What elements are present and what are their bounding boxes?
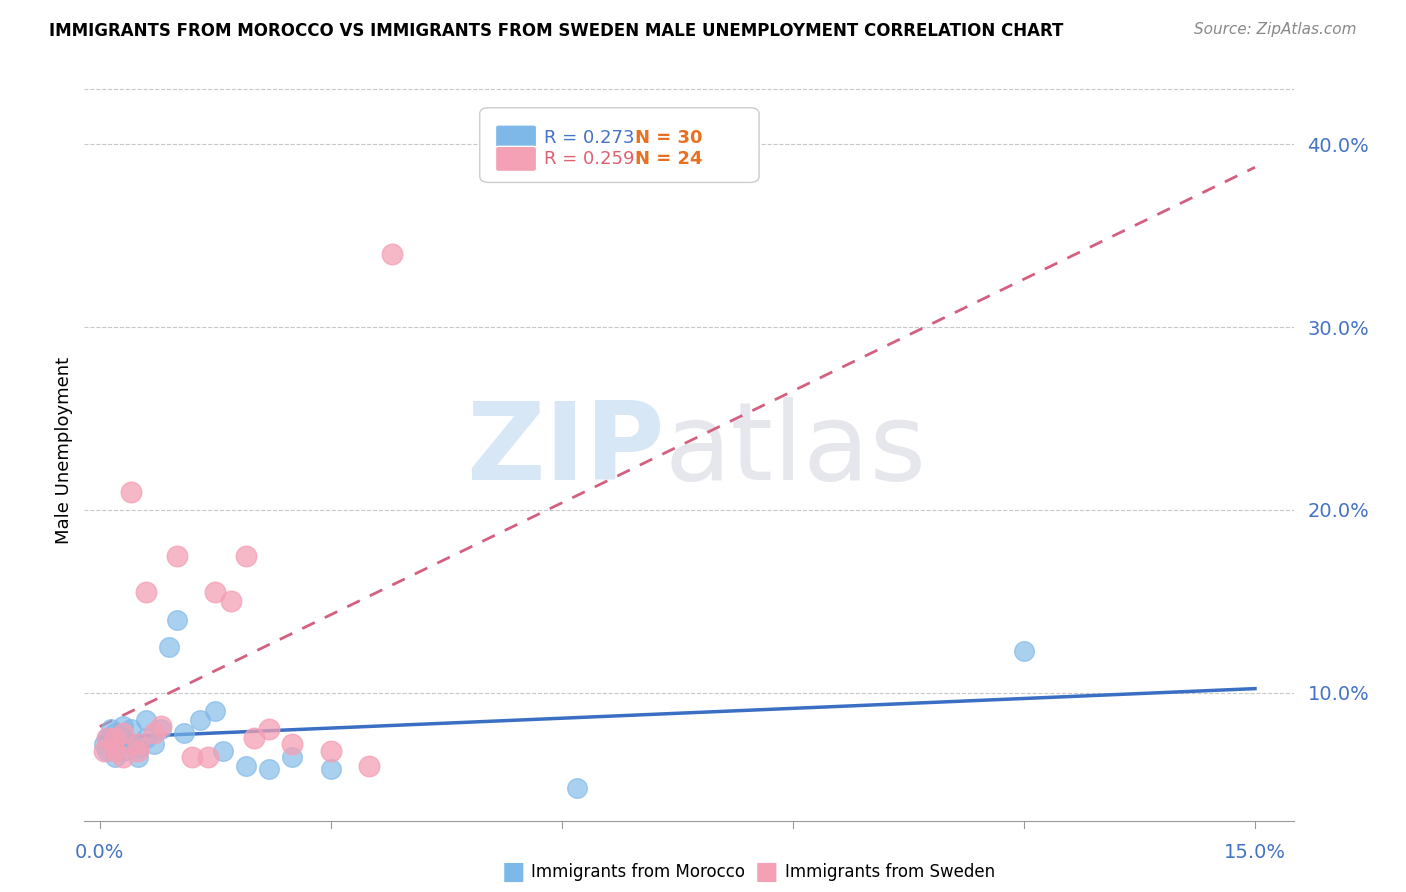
Text: N = 30: N = 30 — [634, 128, 702, 146]
Point — [127, 749, 149, 764]
Point — [173, 726, 195, 740]
Point — [243, 731, 266, 746]
Text: Immigrants from Morocco: Immigrants from Morocco — [531, 863, 745, 881]
Point — [381, 247, 404, 261]
Point — [142, 737, 165, 751]
Point — [212, 744, 235, 758]
Text: N = 24: N = 24 — [634, 150, 702, 168]
Text: ZIP: ZIP — [467, 398, 665, 503]
Point — [111, 749, 134, 764]
Point — [111, 744, 134, 758]
Point — [235, 759, 257, 773]
Text: R = 0.259: R = 0.259 — [544, 150, 634, 168]
Text: atlas: atlas — [665, 398, 927, 503]
Point — [120, 484, 142, 499]
Point — [257, 763, 280, 777]
Point — [219, 594, 242, 608]
Point — [127, 740, 149, 755]
Point — [567, 780, 589, 795]
Text: 0.0%: 0.0% — [75, 843, 125, 862]
Point — [96, 744, 118, 758]
FancyBboxPatch shape — [495, 125, 537, 150]
Point — [1012, 643, 1035, 657]
Point — [120, 723, 142, 737]
Text: IMMIGRANTS FROM MOROCCO VS IMMIGRANTS FROM SWEDEN MALE UNEMPLOYMENT CORRELATION : IMMIGRANTS FROM MOROCCO VS IMMIGRANTS FR… — [49, 22, 1063, 40]
Point — [93, 744, 115, 758]
Text: ■: ■ — [755, 861, 778, 884]
Point — [319, 744, 342, 758]
Point — [359, 759, 381, 773]
Point — [319, 763, 342, 777]
Point — [142, 726, 165, 740]
Point — [188, 713, 211, 727]
Point — [93, 737, 115, 751]
Point — [127, 744, 149, 758]
Point — [157, 640, 180, 654]
Point — [235, 549, 257, 563]
Point — [120, 737, 142, 751]
Point — [104, 731, 127, 746]
Point — [150, 718, 173, 732]
Point — [104, 737, 127, 751]
Point — [135, 585, 157, 599]
Point — [197, 749, 219, 764]
Text: ■: ■ — [502, 861, 524, 884]
Point — [104, 749, 127, 764]
Point — [96, 731, 118, 746]
Point — [166, 613, 188, 627]
Text: 15.0%: 15.0% — [1225, 843, 1286, 862]
Point — [166, 549, 188, 563]
Point — [111, 731, 134, 746]
Point — [181, 749, 204, 764]
FancyBboxPatch shape — [479, 108, 759, 183]
Text: R = 0.273: R = 0.273 — [544, 128, 634, 146]
Point — [281, 737, 304, 751]
FancyBboxPatch shape — [495, 146, 537, 171]
Point — [281, 749, 304, 764]
Point — [104, 726, 127, 740]
Text: Source: ZipAtlas.com: Source: ZipAtlas.com — [1194, 22, 1357, 37]
Y-axis label: Male Unemployment: Male Unemployment — [55, 357, 73, 544]
Text: Immigrants from Sweden: Immigrants from Sweden — [785, 863, 994, 881]
Point — [135, 731, 157, 746]
Point — [100, 723, 122, 737]
Point — [204, 704, 226, 718]
Point — [257, 723, 280, 737]
Point — [96, 731, 118, 746]
Point — [104, 744, 127, 758]
Point — [204, 585, 226, 599]
Point — [127, 737, 149, 751]
Point — [150, 723, 173, 737]
Point — [135, 713, 157, 727]
Point — [111, 718, 134, 732]
Point — [111, 726, 134, 740]
